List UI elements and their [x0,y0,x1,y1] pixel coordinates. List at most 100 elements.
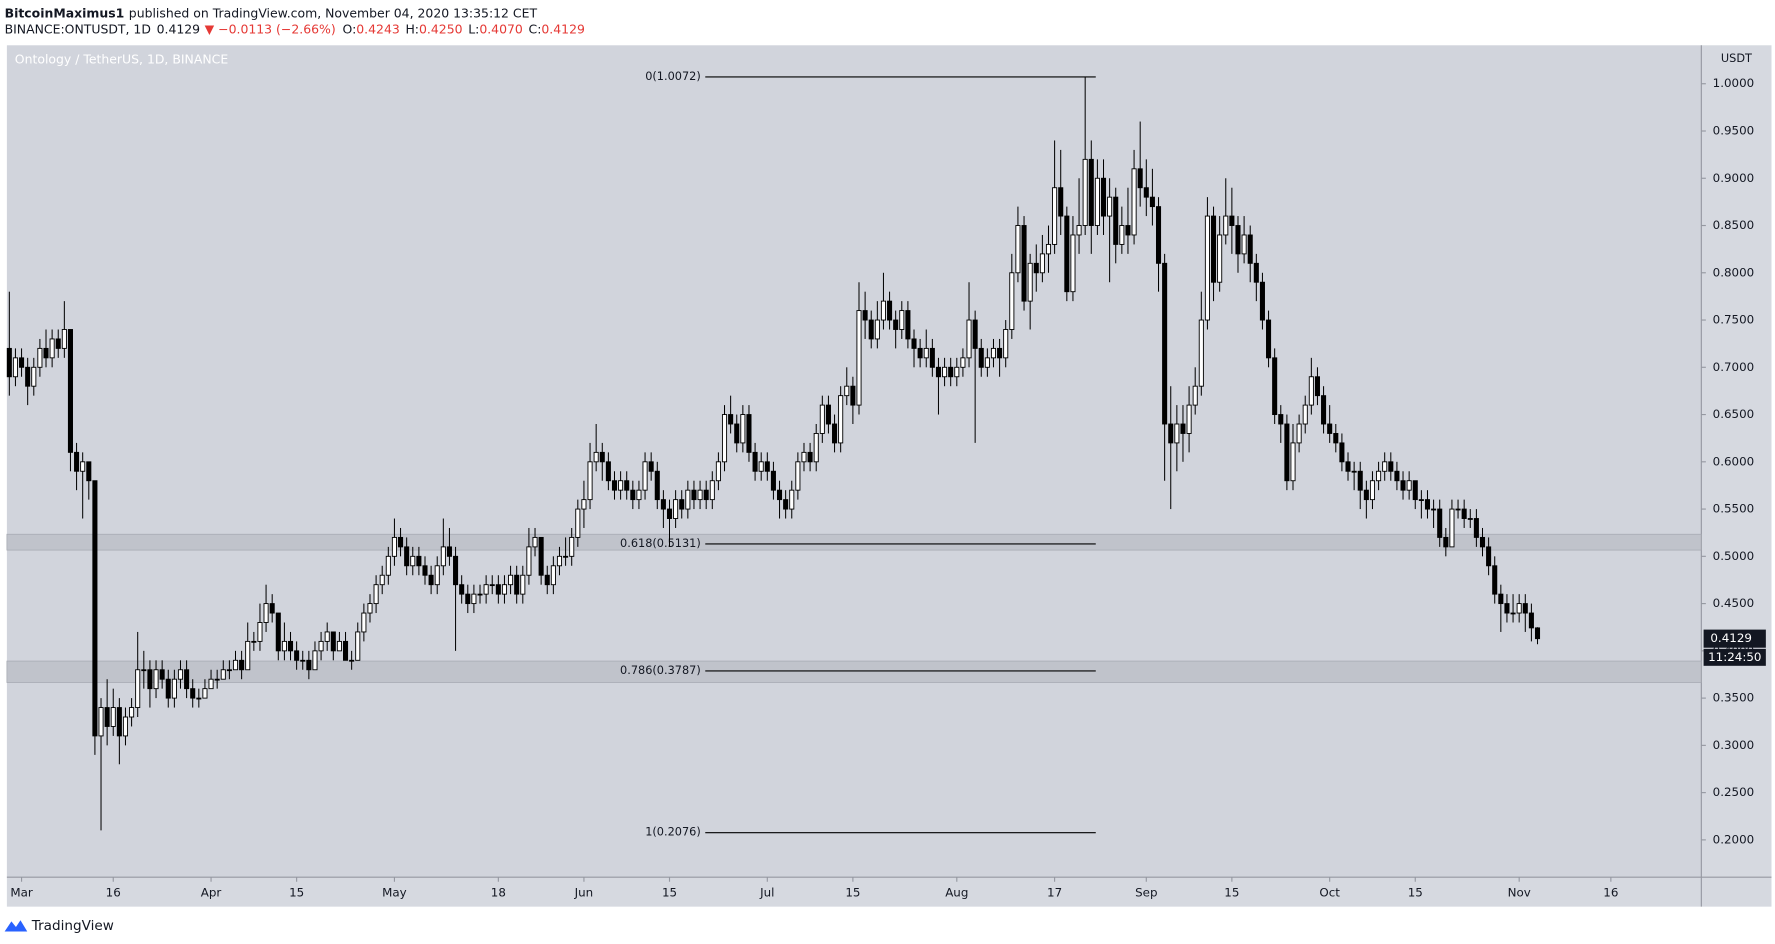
candle-body [789,489,795,510]
published: published on TradingView.com, November 0… [129,5,538,20]
candle-body [1406,480,1412,491]
candle-body [997,347,1003,359]
candle-body [67,329,73,453]
candle-body [666,508,673,519]
candle-body [324,631,330,642]
candle-body [281,640,287,652]
y-tick-label: 0.7000 [1713,360,1755,374]
candle-body [398,536,404,548]
candle-body [1504,603,1510,614]
candle-body [25,366,31,387]
change: ▼ −0.0113 (−2.66%) [205,21,336,36]
x-tick-label: 16 [1603,886,1618,900]
candle-body [1443,536,1449,548]
candle-body [1376,470,1382,482]
candle-body [190,688,196,699]
candle-body [783,499,789,510]
candle-body [1229,215,1235,226]
candle-body [1162,262,1168,425]
candle-body [19,357,25,368]
price-tag-label: 0.4129 [1710,631,1752,645]
quote-label: O: [343,21,357,36]
x-tick-label: Aug [945,886,968,900]
candle-body [1149,196,1155,208]
candle-body [1388,461,1394,472]
candle-body [1363,489,1369,501]
candle-body [489,584,495,587]
quote-value: 0.4070 [479,21,523,36]
candle-body [624,480,630,491]
candle-body [887,300,893,321]
x-tick-label: 16 [106,886,121,900]
candle-body [1534,627,1541,640]
candle-body [636,489,642,501]
candle-body [1070,234,1076,293]
countdown: 11:24:50 [1708,650,1761,664]
candle-body [110,707,116,727]
candle-body [153,669,159,690]
time-axis-pane [6,877,1772,907]
candle-body [777,489,783,501]
candle-body [1253,262,1259,283]
candle-body [825,404,831,425]
candle-body [1143,187,1149,198]
candle-body [92,480,98,737]
candle-body [838,395,844,444]
candle-body [1033,262,1039,274]
candle-body [257,622,263,642]
candle-body [1431,508,1437,511]
candle-body [177,669,184,680]
candle-body [691,489,697,501]
candle-body [685,489,691,510]
candle-body [1241,234,1247,255]
candle-body [728,414,734,425]
x-tick-label: 15 [1408,886,1423,900]
candle-body [1308,376,1314,406]
candle-body [550,565,556,586]
candle-body [715,461,721,482]
candle-body [893,319,899,330]
y-unit: USDT [1721,52,1752,65]
candle-body [563,555,569,558]
candle-body [538,536,544,576]
y-tick-label: 0.5500 [1713,502,1755,516]
candle-body [850,385,856,406]
candle-body [367,603,373,614]
candle-body [1088,158,1094,226]
candle-body [495,584,501,595]
candle-body [832,423,838,444]
candle-body [385,555,391,576]
candle-body [1180,423,1186,434]
candle-body [1510,612,1516,615]
candle-body [80,461,86,472]
chart-title: Ontology / TetherUS, 1D, BINANCE [15,51,229,66]
candle-body [642,461,648,491]
candle-body [147,669,153,690]
candle-body [1314,376,1320,397]
quote-label: L: [468,21,479,36]
candle-body [1296,423,1302,444]
candle-body [122,716,129,737]
candle-body [428,574,434,586]
candle-body [575,508,581,538]
candle-body [1125,225,1131,236]
candle-body [1131,168,1137,236]
x-tick-label: Mar [10,886,33,900]
candle-body [1186,404,1192,434]
candle-body [801,451,807,463]
x-tick-label: May [382,886,407,900]
candle-body [556,555,563,567]
candle-body [318,640,324,652]
candle-body [630,489,636,501]
x-tick-label: 15 [845,886,860,900]
candle-body [899,310,905,330]
candle-body [599,451,605,463]
price-tag [1703,629,1766,648]
x-tick-label: Oct [1319,886,1340,900]
candle-body [1351,470,1357,473]
candle-body [654,470,660,501]
candle-body [220,669,226,680]
x-tick-label: 15 [1224,886,1239,900]
